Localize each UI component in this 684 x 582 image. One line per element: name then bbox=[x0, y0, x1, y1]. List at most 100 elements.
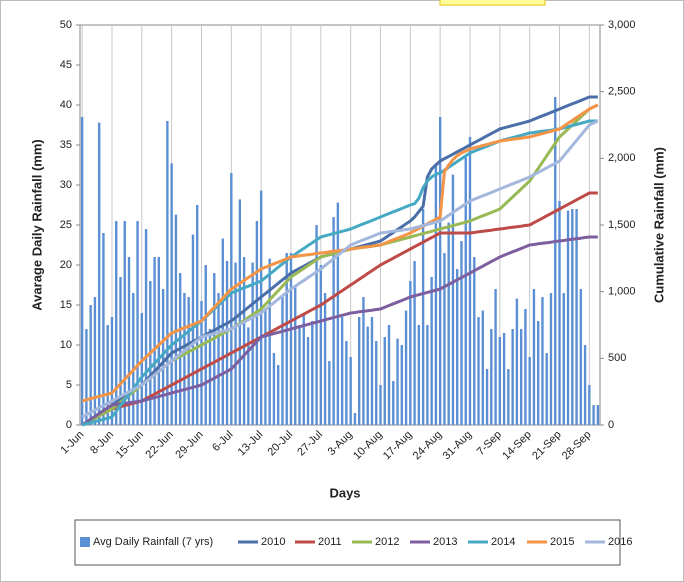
bar bbox=[357, 317, 361, 425]
y-tick-label: 35 bbox=[60, 139, 72, 151]
bar bbox=[247, 327, 250, 425]
bar bbox=[85, 329, 88, 425]
bar bbox=[97, 122, 101, 425]
bar bbox=[541, 297, 544, 425]
bar bbox=[383, 337, 386, 425]
bar bbox=[421, 209, 425, 425]
line bbox=[81, 103, 599, 403]
line bbox=[81, 191, 598, 427]
bar bbox=[311, 321, 314, 425]
y-tick-label: 10 bbox=[60, 339, 72, 351]
bar bbox=[387, 325, 391, 425]
bar bbox=[438, 117, 442, 425]
bar bbox=[571, 209, 574, 425]
bar bbox=[490, 329, 493, 425]
bar bbox=[144, 229, 148, 425]
bar bbox=[187, 297, 190, 425]
bar bbox=[255, 221, 259, 425]
bar bbox=[366, 326, 369, 425]
bar bbox=[447, 222, 450, 425]
bar bbox=[110, 317, 114, 425]
bar bbox=[242, 257, 246, 425]
bar bbox=[596, 405, 600, 425]
bar bbox=[430, 277, 433, 425]
bar bbox=[413, 261, 416, 425]
bar bbox=[524, 309, 527, 425]
line bbox=[81, 235, 598, 427]
bar bbox=[161, 289, 165, 425]
bar bbox=[375, 341, 378, 425]
bar bbox=[157, 257, 161, 425]
bar bbox=[123, 221, 126, 425]
bar bbox=[473, 257, 476, 425]
bar bbox=[519, 329, 523, 425]
line bbox=[81, 119, 598, 427]
y-tick-label: 15 bbox=[60, 299, 72, 311]
bar bbox=[592, 405, 595, 425]
bar bbox=[511, 329, 514, 425]
bar bbox=[554, 97, 557, 425]
bar bbox=[332, 217, 335, 425]
bar bbox=[230, 173, 233, 425]
bar bbox=[370, 317, 374, 425]
bar bbox=[174, 214, 178, 425]
bar bbox=[298, 325, 301, 425]
bar bbox=[93, 297, 97, 425]
bar bbox=[451, 174, 455, 425]
bar bbox=[340, 317, 344, 425]
y-tick-label: 25 bbox=[60, 219, 72, 231]
bar bbox=[537, 321, 540, 425]
bar bbox=[417, 325, 421, 425]
bar bbox=[460, 241, 463, 425]
bar bbox=[272, 353, 276, 425]
y-tick-label: 0 bbox=[66, 419, 72, 431]
bar bbox=[588, 385, 591, 425]
y2-tick-label: 3,000 bbox=[608, 19, 636, 31]
y2-tick-label: 1,500 bbox=[608, 219, 636, 231]
bar bbox=[400, 345, 403, 425]
bar bbox=[532, 289, 536, 425]
bar bbox=[140, 313, 143, 425]
bar bbox=[396, 338, 399, 425]
bar bbox=[115, 221, 118, 425]
bar bbox=[294, 285, 297, 425]
bar bbox=[485, 369, 489, 425]
bar bbox=[191, 234, 195, 425]
bar bbox=[409, 281, 412, 425]
bar bbox=[434, 163, 438, 425]
y2-tick-label: 500 bbox=[608, 352, 626, 364]
bar bbox=[362, 297, 365, 425]
legend-label: 2013 bbox=[433, 536, 457, 548]
bar bbox=[502, 333, 506, 425]
legend-label: 2014 bbox=[491, 536, 515, 548]
bar bbox=[515, 298, 519, 425]
bar bbox=[183, 293, 186, 425]
bar bbox=[443, 253, 446, 425]
bar bbox=[285, 253, 288, 425]
bar bbox=[289, 253, 293, 425]
bar bbox=[106, 325, 109, 425]
bar bbox=[349, 357, 352, 425]
bar bbox=[545, 353, 548, 425]
legend-label: 2011 bbox=[318, 536, 342, 548]
bar bbox=[89, 305, 92, 425]
bar bbox=[353, 413, 357, 425]
bar bbox=[528, 357, 531, 425]
y2-tick-label: 2,000 bbox=[608, 152, 636, 164]
bar bbox=[208, 329, 212, 425]
bar bbox=[558, 201, 561, 425]
bar bbox=[200, 301, 203, 425]
legend-label: 2012 bbox=[375, 536, 399, 548]
bar bbox=[498, 337, 502, 425]
y2-axis-title: Cumulative Rainfall (mm) bbox=[651, 147, 666, 303]
y-tick-label: 20 bbox=[60, 259, 72, 271]
bar bbox=[549, 293, 553, 425]
legend-swatch bbox=[80, 537, 90, 547]
bar bbox=[404, 310, 408, 425]
bar bbox=[136, 221, 139, 425]
bar bbox=[315, 225, 318, 425]
bar bbox=[204, 265, 207, 425]
y-axis-title: Avarage Daily Rainfall (mm) bbox=[29, 139, 44, 310]
y2-tick-label: 1,000 bbox=[608, 286, 636, 298]
